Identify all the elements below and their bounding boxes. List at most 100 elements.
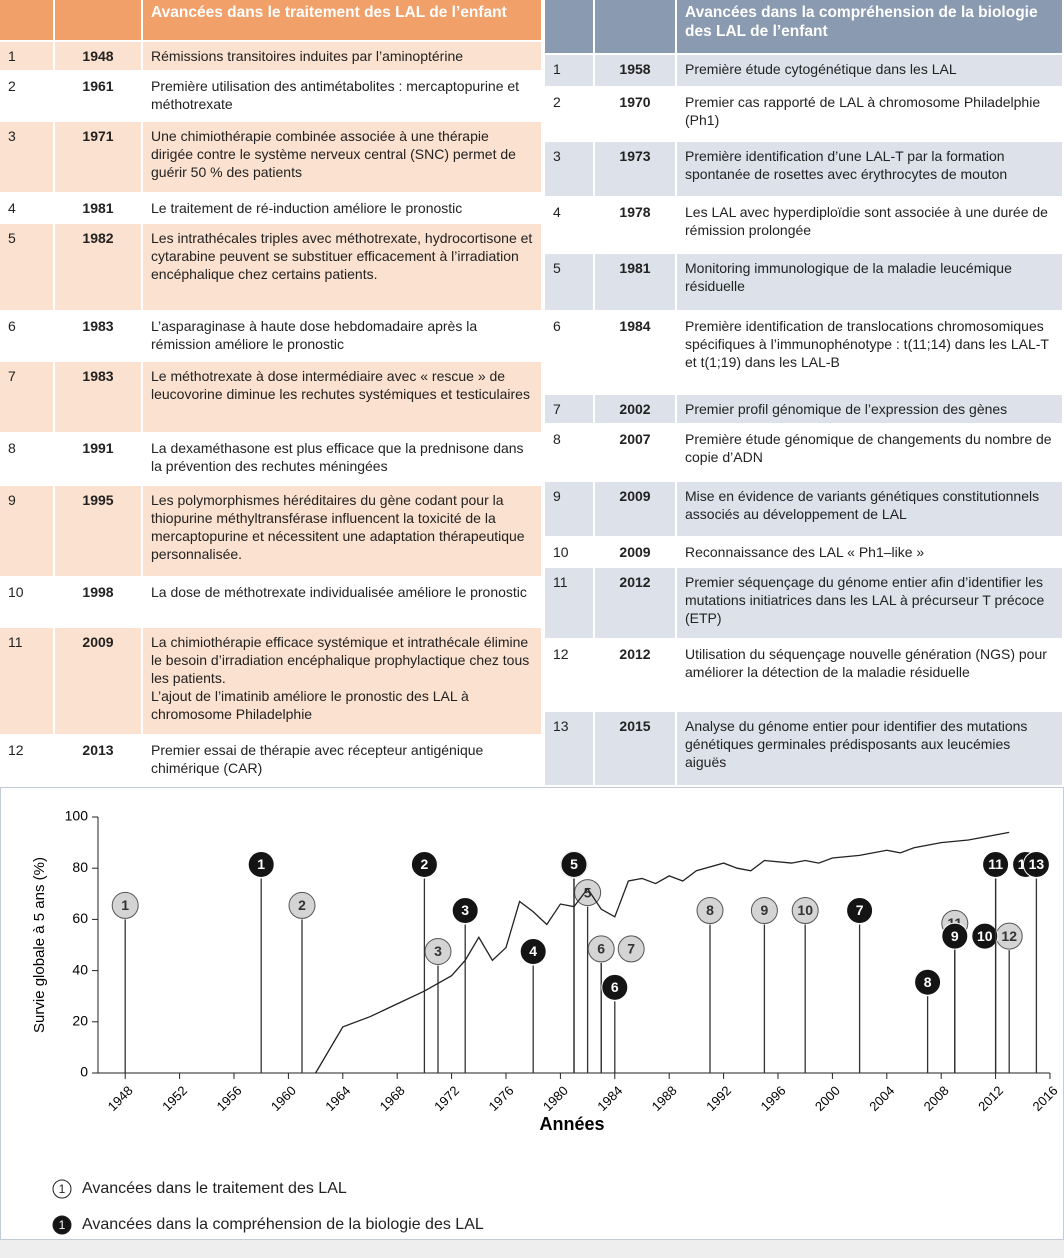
legend-number: 1 — [59, 1218, 66, 1232]
row-text: Les intrathécales triples avec méthotrex… — [143, 224, 541, 310]
survival-line — [315, 831, 1010, 1074]
event-number: 7 — [856, 902, 864, 918]
y-tick-label: 40 — [72, 961, 88, 977]
row-year: 1991 — [55, 434, 141, 484]
row-number: 12 — [545, 640, 593, 710]
event-number: 3 — [461, 902, 469, 918]
row-year: 2009 — [595, 538, 675, 566]
y-tick-label: 0 — [80, 1064, 88, 1080]
row-year: 2009 — [595, 482, 675, 536]
row-number: 8 — [0, 434, 53, 484]
row-text: Premier essai de thérapie avec récepteur… — [143, 736, 541, 785]
event-number: 9 — [951, 928, 959, 944]
event-number: 1 — [121, 897, 129, 913]
row-number: 5 — [545, 254, 593, 310]
row-text: Premier séquençage du génome entier afin… — [677, 568, 1062, 638]
row-text: Analyse du génome entier pour identifier… — [677, 712, 1062, 785]
row-year: 1973 — [595, 142, 675, 196]
row-year: 1982 — [55, 224, 141, 310]
row-year: 2002 — [595, 395, 675, 423]
x-axis-title: Années — [539, 1114, 604, 1134]
row-number: 3 — [0, 122, 53, 192]
row-text: Première identification de translocation… — [677, 312, 1062, 393]
row-year: 1971 — [55, 122, 141, 192]
event-marker — [846, 897, 874, 925]
event-number: 6 — [611, 979, 619, 995]
event-number: 5 — [570, 856, 578, 872]
event-number: 3 — [434, 943, 442, 959]
row-year: 1961 — [55, 72, 141, 120]
row-number: 7 — [545, 395, 593, 423]
row-text: La chimiothérapie efficace systémique et… — [143, 628, 541, 734]
event-number: 8 — [706, 902, 714, 918]
event-number: 2 — [298, 897, 306, 913]
row-number: 6 — [545, 312, 593, 393]
row-number: 10 — [545, 538, 593, 566]
row-year: 2013 — [55, 736, 141, 785]
row-number: 7 — [0, 362, 53, 432]
legend-marker — [52, 1215, 72, 1235]
bottom-strip — [0, 1240, 1064, 1258]
row-text: Première utilisation des antimétabolites… — [143, 72, 541, 120]
row-year: 2012 — [595, 640, 675, 710]
row-year: 1983 — [55, 312, 141, 360]
event-number: 4 — [529, 943, 537, 959]
event-marker — [941, 922, 969, 950]
event-marker — [111, 891, 139, 919]
row-year: 2007 — [595, 425, 675, 480]
event-number: 10 — [977, 928, 993, 944]
event-number: 11 — [988, 856, 1003, 872]
row-text: Première étude génomique de changements … — [677, 425, 1062, 480]
row-year: 1958 — [595, 55, 675, 86]
row-text: Le méthotrexate à dose intermédiaire ave… — [143, 362, 541, 432]
event-marker — [410, 850, 438, 878]
event-marker — [1022, 850, 1050, 878]
event-marker — [696, 897, 724, 925]
row-number: 2 — [545, 88, 593, 140]
row-year: 1998 — [55, 578, 141, 626]
legend-label: Avancées dans la compréhension de la bio… — [82, 1216, 484, 1233]
row-text: Rémissions transitoires induites par l’a… — [143, 42, 541, 70]
event-number: 6 — [597, 941, 605, 957]
row-number: 4 — [0, 194, 53, 222]
y-axis-title: Survie globale à 5 ans (%) — [31, 857, 48, 1033]
row-text: Les LAL avec hyperdiploïdie sont associé… — [677, 198, 1062, 252]
event-marker — [982, 850, 1010, 878]
row-number: 12 — [0, 736, 53, 785]
event-number: 5 — [584, 884, 592, 900]
row-number: 11 — [545, 568, 593, 638]
row-text: La dexaméthasone est plus efficace que l… — [143, 434, 541, 484]
row-text: Reconnaissance des LAL « Ph1–like » — [677, 538, 1062, 566]
event-number: 12 — [1001, 928, 1017, 944]
row-year: 1984 — [595, 312, 675, 393]
row-year: 2012 — [595, 568, 675, 638]
legend-marker — [52, 1179, 72, 1199]
event-number: 2 — [421, 856, 429, 872]
event-number: 9 — [761, 902, 769, 918]
row-year: 1970 — [595, 88, 675, 140]
event-number: 10 — [797, 902, 813, 918]
header-cell — [595, 0, 675, 53]
row-number: 9 — [545, 482, 593, 536]
row-text: Monitoring immunologique de la maladie l… — [677, 254, 1062, 310]
event-marker — [288, 891, 316, 919]
event-marker — [750, 897, 778, 925]
event-marker — [791, 897, 819, 925]
row-number: 6 — [0, 312, 53, 360]
event-marker — [519, 937, 547, 965]
row-text: Une chimiothérapie combinée associée à u… — [143, 122, 541, 192]
row-year: 2009 — [55, 628, 141, 734]
row-number: 8 — [545, 425, 593, 480]
header-cell — [0, 0, 53, 40]
event-marker — [451, 897, 479, 925]
header-cell — [545, 0, 593, 53]
event-number: 7 — [627, 941, 635, 957]
row-number: 9 — [0, 486, 53, 576]
row-text: Première étude cytogénétique dans les LA… — [677, 55, 1062, 86]
row-year: 1983 — [55, 362, 141, 432]
table-title: Avancées dans la compréhension de la bio… — [677, 0, 1062, 53]
row-text: L’asparaginase à haute dose hebdomadaire… — [143, 312, 541, 360]
row-number: 11 — [0, 628, 53, 734]
row-text: La dose de méthotrexate individualisée a… — [143, 578, 541, 626]
